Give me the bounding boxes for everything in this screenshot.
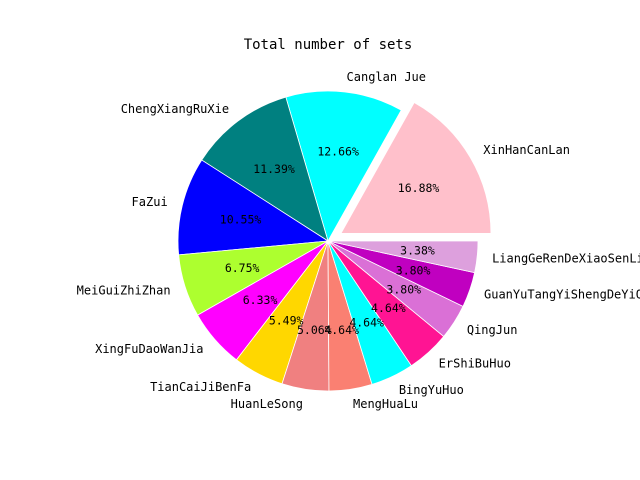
slice-category-label: ChengXiangRuXie <box>121 102 229 116</box>
slice-percent-label: 6.75% <box>225 261 260 275</box>
slice-percent-label: 16.88% <box>398 181 440 195</box>
slice-category-label: GuanYuTangYiShengDeYiQie <box>484 288 640 302</box>
slice-percent-label: 3.80% <box>386 283 421 297</box>
slice-percent-label: 4.64% <box>324 323 359 337</box>
slice-category-label: LiangGeRenDeXiaoSenLin <box>492 251 640 265</box>
slice-category-label: XingFuDaoWanJia <box>95 342 203 356</box>
slice-percent-label: 4.64% <box>349 315 384 329</box>
pie-slice <box>327 240 479 274</box>
slice-category-label: HuanLeSong <box>231 397 303 411</box>
slice-category-label: MeiGuiZhiZhan <box>77 284 171 298</box>
slice-percent-label: 3.80% <box>396 263 431 277</box>
slice-percent-label: 6.33% <box>243 293 278 307</box>
slice-percent-label: 12.66% <box>317 145 359 159</box>
slice-percent-label: 5.49% <box>269 314 304 328</box>
slice-category-label: QingJun <box>467 323 518 337</box>
slice-category-label: ErShiBuHuo <box>439 356 511 370</box>
slice-percent-label: 10.55% <box>220 213 262 227</box>
slice-category-label: TianCaiJiBenFa <box>150 380 251 394</box>
pie-slice <box>177 159 330 256</box>
pie-slice <box>201 96 329 242</box>
chart-title: Total number of sets <box>244 37 413 53</box>
slice-percent-label: 4.64% <box>371 301 406 315</box>
pie-slice <box>340 101 492 234</box>
slice-category-label: MengHuaLu <box>353 397 418 411</box>
slice-category-label: Canglan Jue <box>347 70 426 84</box>
slice-category-label: BingYuHuo <box>399 383 464 397</box>
pie-slice <box>285 90 402 243</box>
slices-layer <box>177 90 492 392</box>
labels-layer: 16.88% XinHanCanLan 12.66% Canglan Jue 11.39… <box>77 70 640 411</box>
slice-percent-label: 5.06% <box>297 323 332 337</box>
slice-percent-label: 11.39% <box>253 162 295 176</box>
slice-category-label: FaZui <box>132 195 168 209</box>
slice-category-label: XinHanCanLan <box>483 143 570 157</box>
slice-percent-label: 3.38% <box>400 244 435 258</box>
